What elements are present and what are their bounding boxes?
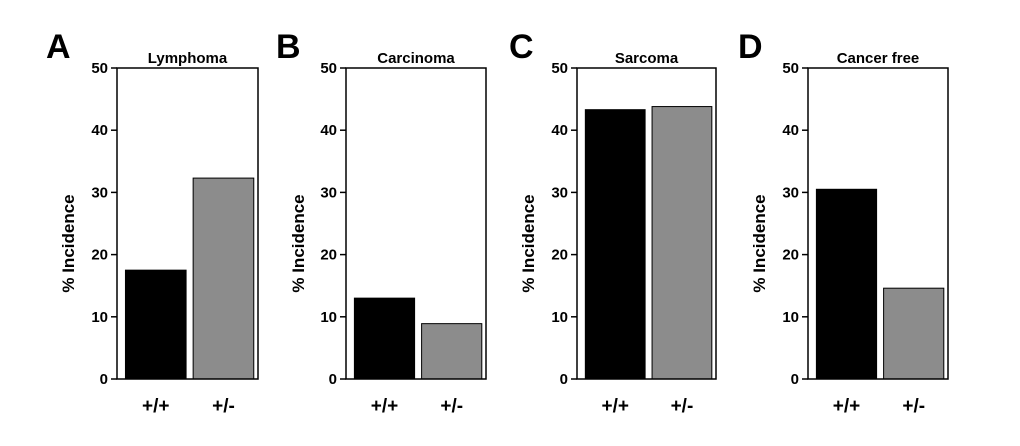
y-tick-label: 0 [560,371,568,388]
bar-heterozygous [421,323,483,380]
y-tick-label: 50 [320,60,337,77]
y-axis-label: % Incidence [289,194,308,292]
panel-b: B Carcinoma % Incidence +/+ +/- 0 10 20 30 40 50 [276,28,487,417]
bar-wildtype [815,188,878,380]
x-tick-label: +/- [671,396,694,417]
y-tick-label: 30 [320,184,337,201]
panel-title: Cancer free [837,50,920,67]
x-tick-label: +/+ [833,396,860,417]
plot-frame [576,67,717,380]
y-tick-label: 50 [782,60,799,77]
y-axis-label: % Incidence [519,194,538,292]
panel-letter: D [738,28,763,66]
y-tick-label: 50 [91,60,108,77]
y-tick-label: 40 [551,122,568,139]
y-tick-label: 10 [782,309,799,326]
plot-frame [807,67,949,380]
y-tick-label: 40 [91,122,108,139]
panel-letter: A [46,28,71,66]
y-tick-label: 30 [551,184,568,201]
y-tick-label: 10 [91,309,108,326]
bar-wildtype [353,297,416,380]
bar-wildtype [124,269,187,380]
y-tick-label: 0 [100,371,108,388]
x-tick-label: +/+ [601,396,628,417]
x-tick-label: +/- [902,396,925,417]
y-tick-label: 10 [320,309,337,326]
y-tick-label: 50 [551,60,568,77]
y-tick-label: 20 [551,247,568,264]
plot-frame [345,67,487,380]
y-tick-label: 20 [91,247,108,264]
panel-title: Carcinoma [377,50,455,67]
y-tick-label: 40 [320,122,337,139]
y-tick-label: 30 [782,184,799,201]
x-tick-label: +/+ [142,396,169,417]
y-axis-label: % Incidence [750,194,769,292]
panel-d: D Cancer free % Incidence +/+ +/- 0 10 20 30 40 50 [738,28,949,417]
panel-a: A Lymphoma % Incidence +/+ +/- 0 10 20 30 40 50 [46,28,259,417]
bar-heterozygous [192,177,255,380]
y-tick-label: 30 [91,184,108,201]
plot-frame [116,67,259,380]
y-tick-label: 20 [320,247,337,264]
bar-wildtype [584,109,646,380]
y-tick-label: 40 [782,122,799,139]
panel-title: Sarcoma [615,50,679,67]
y-tick-label: 10 [551,309,568,326]
bar-heterozygous [883,287,945,380]
x-tick-label: +/- [440,396,463,417]
panel-letter: C [509,28,534,66]
y-axis-label: % Incidence [59,194,78,292]
x-tick-label: +/+ [371,396,398,417]
bar-heterozygous [651,106,713,380]
x-tick-label: +/- [212,396,235,417]
y-tick-label: 0 [329,371,337,388]
panel-c: C Sarcoma % Incidence +/+ +/- 0 10 20 30 40 50 [509,28,717,417]
y-tick-label: 0 [791,371,799,388]
panel-title: Lymphoma [148,50,228,67]
y-tick-label: 20 [782,247,799,264]
panel-letter: B [276,28,301,66]
